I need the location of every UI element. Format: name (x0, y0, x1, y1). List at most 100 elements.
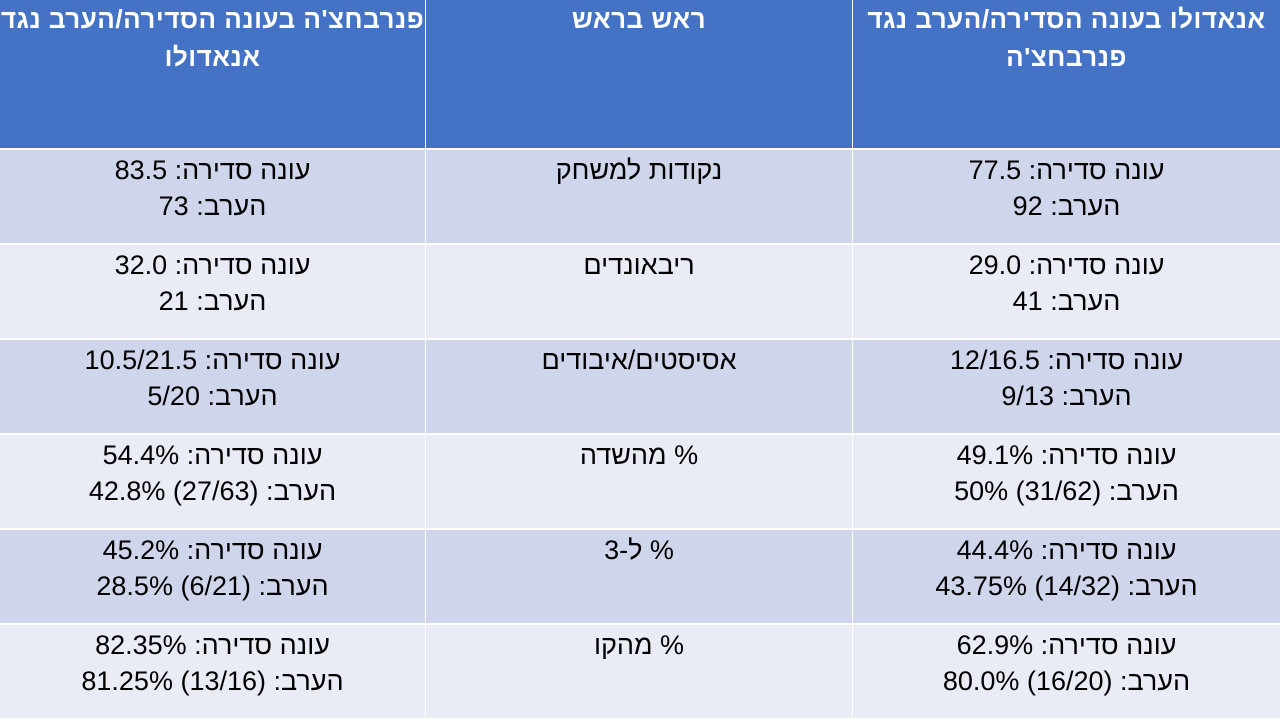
tonight-label: הערב: (1120, 666, 1191, 696)
anadolu-tonight-line: הערב: 41 (853, 283, 1280, 319)
anadolu-tonight-line: הערב: 9/13 (853, 378, 1280, 414)
fener-tonight-line: הערב: 28.5% (6/21) (0, 568, 425, 604)
anadolu-cell-free-throw-pct: עונה סדירה: 62.9% הערב: 80.0% (16/20) (853, 625, 1280, 720)
tonight-label: הערב: (1050, 286, 1121, 316)
fener-tonight-value: 81.25% (13/16) (81, 666, 266, 696)
header-anadolu-text: אנאדולו בעונה הסדירה/הערב נגד פנרבחצ'ה (867, 4, 1266, 72)
anadolu-regular-value: 29.0 (968, 250, 1022, 280)
header-anadolu: אנאדולו בעונה הסדירה/הערב נגד פנרבחצ'ה (853, 0, 1280, 150)
anadolu-regular-value: 49.1% (956, 440, 1034, 470)
stat-name-points: נקודות למשחק (426, 150, 853, 245)
stat-name-rebounds: ריבאונדים (426, 245, 853, 340)
regular-label: עונה סדירה: (186, 535, 323, 565)
regular-label: עונה סדירה: (1040, 440, 1177, 470)
regular-label: עונה סדירה: (194, 630, 330, 660)
anadolu-regular-line: עונה סדירה: 62.9% (853, 627, 1280, 663)
fener-regular-line: עונה סדירה: 83.5 (0, 152, 425, 188)
fener-tonight-line: הערב: 73 (0, 188, 425, 224)
tonight-label: הערב: (1108, 476, 1179, 506)
fener-regular-line: עונה סדירה: 82.35% (0, 627, 425, 663)
stat-label: ריבאונדים (583, 250, 695, 280)
anadolu-tonight-value: 43.75% (14/32) (935, 571, 1120, 601)
stat-label: % מהקו (593, 630, 685, 660)
anadolu-cell-three-pct: עונה סדירה: 44.4% הערב: 43.75% (14/32) (853, 530, 1280, 625)
fener-cell-rebounds: עונה סדירה: 32.0 הערב: 21 (0, 245, 426, 340)
stat-label: % ל-3 (604, 535, 674, 565)
regular-label: עונה סדירה: (1028, 250, 1165, 280)
header-fenerbahce-text: פנרבחצ'ה בעונה הסדירה/הערב נגד אנאדולו (0, 4, 425, 72)
fener-regular-line: עונה סדירה: 32.0 (0, 247, 425, 283)
anadolu-tonight-value: 92 (1012, 191, 1043, 221)
fener-cell-points: עונה סדירה: 83.5 הערב: 73 (0, 150, 426, 245)
anadolu-tonight-line: הערב: 92 (853, 188, 1280, 224)
anadolu-tonight-line: הערב: 50% (31/62) (853, 473, 1280, 509)
fener-cell-field-goal-pct: עונה סדירה: 54.4% הערב: 42.8% (27/63) (0, 435, 426, 530)
stat-label: נקודות למשחק (555, 155, 723, 185)
header-head-to-head: ראש בראש (426, 0, 853, 150)
fener-regular-line: עונה סדירה: 10.5/21.5 (0, 342, 425, 378)
fener-tonight-line: הערב: 21 (0, 283, 425, 319)
anadolu-regular-line: עונה סדירה: 77.5 (853, 152, 1280, 188)
header-fenerbahce: פנרבחצ'ה בעונה הסדירה/הערב נגד אנאדולו (0, 0, 426, 150)
fener-cell-assists-turnovers: עונה סדירה: 10.5/21.5 הערב: 5/20 (0, 340, 426, 435)
fener-tonight-line: הערב: 42.8% (27/63) (0, 473, 425, 509)
anadolu-tonight-value: 9/13 (1001, 381, 1054, 411)
anadolu-cell-assists-turnovers: עונה סדירה: 12/16.5 הערב: 9/13 (853, 340, 1280, 435)
anadolu-tonight-line: הערב: 80.0% (16/20) (853, 663, 1280, 699)
fener-tonight-value: 5/20 (147, 381, 200, 411)
fener-cell-free-throw-pct: עונה סדירה: 82.35% הערב: 81.25% (13/16) (0, 625, 426, 720)
tonight-label: הערב: (196, 286, 267, 316)
anadolu-cell-points: עונה סדירה: 77.5 הערב: 92 (853, 150, 1280, 245)
anadolu-regular-line: עונה סדירה: 44.4% (853, 532, 1280, 568)
anadolu-regular-value: 62.9% (956, 630, 1034, 660)
anadolu-regular-value: 12/16.5 (949, 345, 1040, 375)
fener-regular-value: 10.5/21.5 (84, 345, 198, 375)
fener-tonight-value: 73 (158, 191, 189, 221)
regular-label: עונה סדירה: (174, 155, 311, 185)
stat-name-assists-turnovers: אסיסטים/איבודים (426, 340, 853, 435)
anadolu-tonight-value: 50% (31/62) (954, 476, 1102, 506)
tonight-label: הערב: (196, 191, 267, 221)
stat-label: אסיסטים/איבודים (541, 345, 737, 375)
stat-name-field-goal-pct: % מהשדה (426, 435, 853, 530)
fener-tonight-line: הערב: 81.25% (13/16) (0, 663, 425, 699)
anadolu-tonight-value: 41 (1012, 286, 1043, 316)
tonight-label: הערב: (1050, 191, 1121, 221)
fener-cell-three-pct: עונה סדירה: 45.2% הערב: 28.5% (6/21) (0, 530, 426, 625)
anadolu-regular-value: 77.5 (968, 155, 1022, 185)
anadolu-regular-value: 44.4% (956, 535, 1034, 565)
fener-regular-value: 32.0 (114, 250, 168, 280)
stat-label: % מהשדה (579, 440, 699, 470)
fener-tonight-line: הערב: 5/20 (0, 378, 425, 414)
regular-label: עונה סדירה: (1040, 535, 1177, 565)
tonight-label: הערב: (1061, 381, 1132, 411)
tonight-label: הערב: (273, 666, 344, 696)
tonight-label: הערב: (258, 571, 329, 601)
fener-regular-value: 45.2% (102, 535, 180, 565)
regular-label: עונה סדירה: (1047, 345, 1184, 375)
fener-regular-line: עונה סדירה: 45.2% (0, 532, 425, 568)
anadolu-cell-rebounds: עונה סדירה: 29.0 הערב: 41 (853, 245, 1280, 340)
stat-name-free-throw-pct: % מהקו (426, 625, 853, 720)
regular-label: עונה סדירה: (1028, 155, 1165, 185)
fener-regular-line: עונה סדירה: 54.4% (0, 437, 425, 473)
fener-tonight-value: 42.8% (27/63) (88, 476, 259, 506)
anadolu-cell-field-goal-pct: עונה סדירה: 49.1% הערב: 50% (31/62) (853, 435, 1280, 530)
tonight-label: הערב: (1127, 571, 1198, 601)
anadolu-regular-line: עונה סדירה: 12/16.5 (853, 342, 1280, 378)
anadolu-regular-line: עונה סדירה: 29.0 (853, 247, 1280, 283)
anadolu-regular-line: עונה סדירה: 49.1% (853, 437, 1280, 473)
tonight-label: הערב: (207, 381, 278, 411)
regular-label: עונה סדירה: (204, 345, 341, 375)
tonight-label: הערב: (266, 476, 337, 506)
stat-name-three-pct: % ל-3 (426, 530, 853, 625)
header-head-to-head-text: ראש בראש (571, 4, 707, 34)
fener-regular-value: 83.5 (114, 155, 168, 185)
anadolu-tonight-value: 80.0% (16/20) (942, 666, 1113, 696)
regular-label: עונה סדירה: (174, 250, 311, 280)
anadolu-tonight-line: הערב: 43.75% (14/32) (853, 568, 1280, 604)
fener-regular-value: 82.35% (95, 630, 187, 660)
regular-label: עונה סדירה: (1040, 630, 1177, 660)
fener-tonight-value: 28.5% (6/21) (96, 571, 251, 601)
